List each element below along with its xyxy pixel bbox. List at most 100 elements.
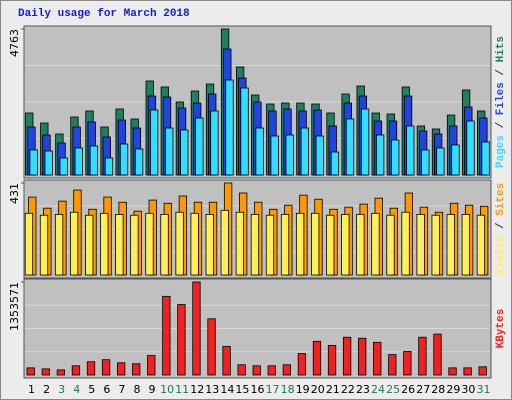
x-tick-label: 14: [220, 383, 234, 396]
x-tick-label: 27: [416, 383, 430, 396]
bar: [433, 333, 442, 376]
x-tick-label: 1: [28, 383, 35, 396]
bar: [297, 353, 307, 376]
bar: [220, 209, 229, 276]
bar: [466, 120, 475, 176]
bar: [250, 213, 260, 276]
y-tick-label: 431: [8, 183, 21, 204]
bar: [345, 118, 355, 176]
bar: [356, 213, 365, 276]
bar: [255, 127, 264, 176]
x-tick-label: 12: [190, 383, 204, 396]
bar: [418, 336, 427, 376]
x-tick-label: 2: [43, 383, 50, 396]
x-tick-label: 3: [58, 383, 65, 396]
bar: [300, 127, 309, 176]
bar: [461, 213, 470, 276]
bar: [463, 367, 472, 376]
bar: [235, 211, 245, 276]
bar: [44, 150, 53, 176]
bar: [421, 149, 430, 176]
legend-entry: Files: [495, 82, 507, 115]
bar: [175, 211, 184, 276]
bar: [39, 214, 49, 276]
bar: [315, 135, 325, 176]
bar: [116, 362, 126, 376]
bar: [222, 346, 231, 376]
y-tick-label: 1353571: [8, 282, 21, 331]
bar: [375, 134, 385, 176]
bar: [267, 365, 276, 376]
bar: [401, 211, 410, 276]
bar: [403, 351, 412, 376]
bar: [311, 212, 320, 276]
bar: [330, 151, 340, 176]
x-tick-label: 15: [235, 383, 249, 396]
chart-title: Daily usage for March 2018: [18, 8, 190, 20]
bar: [478, 366, 487, 376]
legend-separator: /: [495, 62, 507, 82]
bar: [341, 213, 350, 276]
bar: [130, 214, 139, 276]
bar: [373, 341, 382, 376]
bar: [54, 213, 64, 276]
bar: [26, 367, 35, 376]
x-tick-label: 21: [326, 383, 340, 396]
bar: [270, 135, 279, 176]
y-tick-label: 4763: [8, 29, 21, 57]
bar: [342, 336, 352, 376]
x-tick-label: 9: [149, 383, 156, 396]
legend-entry: Sites: [495, 183, 507, 216]
bar: [448, 367, 457, 376]
bar: [74, 147, 83, 176]
legend: Pages / Files / Hits: [495, 36, 507, 168]
bar: [192, 281, 201, 376]
x-tick-label: 16: [251, 383, 265, 396]
bar: [451, 144, 460, 176]
bar: [285, 134, 294, 176]
bar: [481, 141, 490, 176]
bar: [391, 139, 400, 176]
bar: [237, 364, 246, 376]
bar: [86, 361, 96, 376]
bar: [160, 213, 169, 276]
bar: [104, 157, 114, 176]
bar: [406, 125, 415, 176]
bar: [165, 127, 174, 176]
bar: [205, 213, 214, 276]
x-tick-label: 8: [133, 383, 140, 396]
x-tick-label: 7: [118, 383, 125, 396]
x-tick-label: 30: [461, 383, 475, 396]
x-tick-label: 18: [281, 383, 295, 396]
x-tick-label: 10: [160, 383, 174, 396]
x-tick-label: 11: [175, 383, 189, 396]
bar: [177, 304, 186, 376]
x-tick-label: 22: [341, 383, 355, 396]
bar: [327, 344, 337, 376]
bar: [100, 212, 109, 276]
bar: [476, 214, 486, 276]
bar: [24, 212, 34, 276]
bar: [134, 148, 144, 176]
x-tick-label: 29: [446, 383, 460, 396]
legend-entry: Pages: [495, 135, 507, 168]
bar: [240, 87, 249, 176]
bar: [388, 354, 397, 376]
bar: [147, 355, 156, 376]
bar: [295, 212, 305, 276]
bar: [190, 212, 199, 276]
bar: [386, 214, 395, 276]
x-tick-label: 6: [103, 383, 110, 396]
x-tick-label: 31: [476, 383, 490, 396]
bar: [85, 214, 94, 276]
bar: [265, 214, 275, 276]
bar: [371, 212, 380, 276]
x-tick-label: 13: [205, 383, 219, 396]
bar: [56, 369, 66, 376]
bar: [225, 79, 234, 176]
legend-entry: Hits: [495, 36, 507, 62]
bar: [210, 110, 219, 176]
bar: [41, 368, 50, 376]
bar: [115, 213, 124, 276]
